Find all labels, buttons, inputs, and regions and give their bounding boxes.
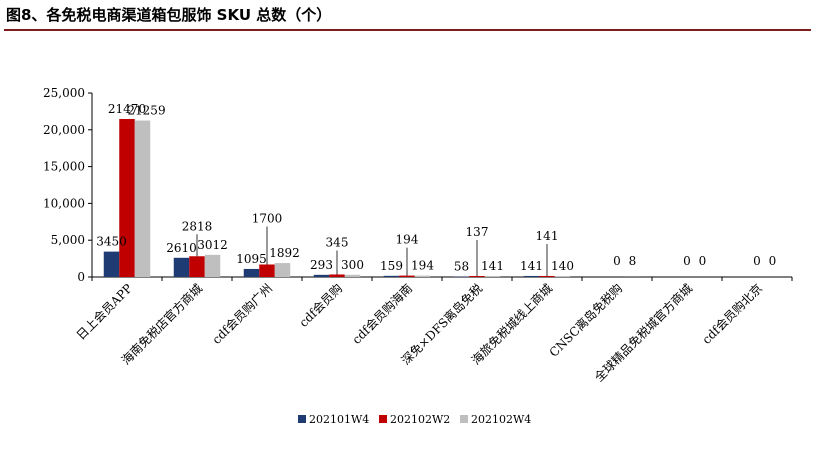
data-label: 21259 [127, 104, 165, 118]
bar-202102W2-2 [259, 264, 275, 277]
x-tick-label: cdf会员购海南 [349, 281, 415, 347]
data-label: 0 [613, 254, 621, 268]
bar-202101W4-4 [383, 275, 400, 277]
data-label: 140 [551, 259, 574, 273]
data-label: 141 [520, 259, 543, 273]
data-label: 1095 [236, 252, 267, 266]
data-label: 0 [753, 254, 761, 268]
data-label: 137 [466, 225, 489, 239]
bar-202101W4-2 [243, 268, 260, 277]
y-tick-label: 25,000 [43, 86, 85, 100]
legend-label: 202101W4 [309, 413, 369, 426]
data-label: 1700 [252, 211, 283, 225]
legend-swatch-202102W2 [379, 415, 387, 423]
x-tick-label: CNSC离岛免税购 [546, 281, 625, 360]
data-label: 3012 [197, 238, 228, 252]
bar-202102W2-0 [119, 118, 135, 277]
x-tick-label: cdf会员购 [296, 281, 345, 330]
data-label: 58 [454, 260, 469, 274]
data-label: 2818 [182, 219, 213, 233]
x-tick-label: 日上会员APP [74, 281, 135, 342]
data-label: 0 [683, 254, 691, 268]
legend-label: 202102W4 [471, 413, 531, 426]
figure-title: 图8、各免税电商渠道箱包服饰 SKU 总数（个） [6, 6, 332, 24]
bar-202102W4-6 [554, 275, 571, 277]
y-tick-label: 5,000 [51, 233, 85, 247]
bar-202102W2-3 [329, 274, 345, 277]
data-label: 8 [629, 254, 637, 268]
bar-202101W4-3 [313, 274, 330, 277]
data-label: 0 [769, 254, 777, 268]
data-label: 345 [326, 235, 349, 249]
data-label: 141 [481, 259, 504, 273]
data-label: 159 [380, 259, 403, 273]
data-labels: 3450214702125926102818301210951700189229… [96, 102, 776, 276]
data-label: 194 [411, 259, 434, 273]
data-label: 2610 [166, 241, 197, 255]
bar-202102W4-3 [344, 274, 361, 277]
title-rule [4, 29, 811, 31]
legend-label: 202102W2 [390, 413, 450, 426]
bars [103, 118, 641, 278]
legend-swatch-202102W4 [460, 415, 468, 423]
y-tick-label: 10,000 [43, 196, 85, 210]
bar-202101W4-1 [173, 257, 190, 277]
legend: 202101W4 202102W2 202102W4 [298, 413, 531, 426]
bar-202101W4-0 [103, 251, 120, 277]
y-tick-label: 20,000 [43, 123, 85, 137]
bar-202102W2-5 [469, 275, 485, 277]
y-tick-label: 0 [77, 270, 85, 284]
bar-202102W2-6 [539, 275, 555, 277]
data-label: 300 [341, 258, 364, 272]
bar-202102W2-4 [399, 275, 415, 277]
data-label: 1892 [269, 246, 300, 260]
bar-202102W4-2 [274, 263, 291, 277]
x-tick-label: cdf会员购广州 [209, 281, 275, 347]
data-label: 0 [699, 254, 707, 268]
data-label: 293 [310, 258, 333, 272]
bar-202102W4-5 [484, 275, 501, 277]
legend-swatch-202101W4 [298, 415, 306, 423]
x-tick-label: cdf会员购北京 [699, 281, 765, 347]
y-tick-label: 15,000 [43, 160, 85, 174]
bar-202101W4-6 [523, 275, 540, 277]
bar-202102W4-4 [414, 275, 431, 277]
data-label: 194 [396, 233, 419, 247]
bar-202102W2-1 [189, 256, 205, 277]
data-label: 141 [536, 229, 559, 243]
data-label: 21470 [108, 102, 146, 116]
bar-202102W4-1 [204, 254, 221, 277]
data-label: 3450 [96, 235, 127, 249]
bar-202102W4-0 [134, 120, 151, 278]
